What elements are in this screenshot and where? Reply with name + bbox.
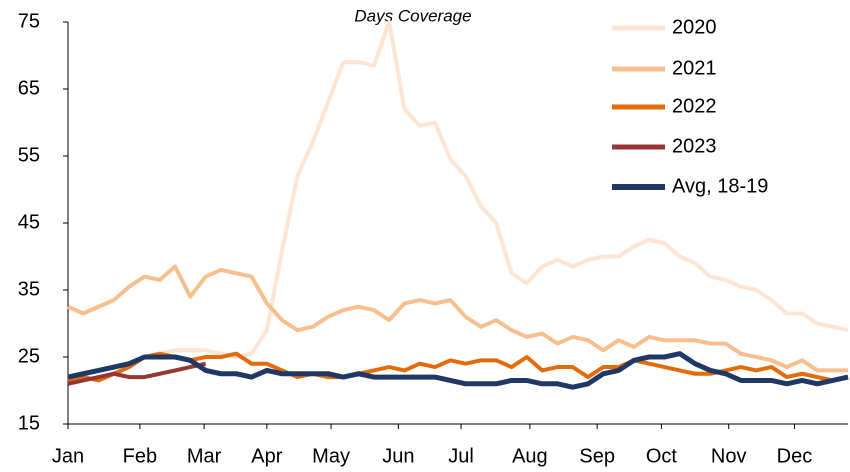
y-tick-label: 55 (18, 144, 40, 166)
x-tick-label: Apr (251, 445, 282, 467)
x-tick-label: Jan (52, 445, 84, 467)
series-line (67, 361, 207, 386)
x-tick-label: Jul (448, 445, 474, 467)
x-tick-label: Jun (382, 445, 414, 467)
x-tick-label: Nov (711, 445, 747, 467)
x-tick-label: Mar (187, 445, 222, 467)
x-tick-label: Sep (579, 445, 615, 467)
legend-label: 2022 (672, 95, 717, 117)
y-tick-label: 15 (18, 412, 40, 434)
legend-label: 2021 (672, 57, 717, 79)
x-tick-label: Oct (646, 445, 678, 467)
y-tick-label: 35 (18, 278, 40, 300)
x-tick-label: May (312, 445, 350, 467)
series-line (67, 351, 849, 390)
y-tick-label: 45 (18, 211, 40, 233)
legend-label: 2020 (672, 16, 717, 38)
series-line (67, 20, 849, 380)
legend-label: Avg, 18-19 (672, 175, 768, 197)
chart-title: Days Coverage (354, 6, 471, 25)
legend-label: 2023 (672, 135, 717, 157)
series-line (67, 264, 848, 373)
y-tick-label: 65 (18, 77, 40, 99)
y-tick-label: 75 (18, 10, 40, 32)
x-tick-label: Aug (512, 445, 548, 467)
x-tick-label: Feb (123, 445, 157, 467)
y-tick-label: 25 (18, 345, 40, 367)
x-tick-label: Dec (777, 445, 813, 467)
